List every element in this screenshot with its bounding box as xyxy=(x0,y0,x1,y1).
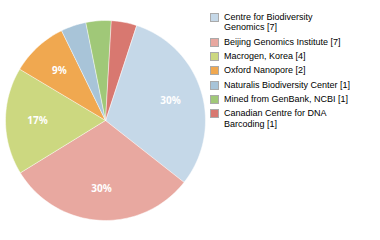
html-text:Naturalis Biodiversity Center: Naturalis Biodiversity Center [1] xyxy=(224,79,351,90)
html-text:Macrogen, Korea [4]: Macrogen, Korea [4] xyxy=(224,51,306,61)
svg-text:17%: 17% xyxy=(27,113,47,127)
html-text:Oxford Nanopore [2]: Oxford Nanopore [2] xyxy=(224,65,306,76)
html-text:Canadian Centre for DNA Barcod: Canadian Centre for DNA Barcoding [1] xyxy=(224,108,327,129)
html-text:Beijing Genomics Institute [7]: Beijing Genomics Institute [7] xyxy=(224,36,341,47)
html-text:Mined from GenBank, NCBI [1]: Mined from GenBank, NCBI [1] xyxy=(224,94,349,105)
svg-text:30%: 30% xyxy=(160,93,180,107)
svg-text:30%: 30% xyxy=(91,181,111,195)
html-text:Centre for Biodiversity Genomi: Centre for Biodiversity Genomics [7] xyxy=(224,12,313,33)
svg-text:9%: 9% xyxy=(52,63,67,77)
